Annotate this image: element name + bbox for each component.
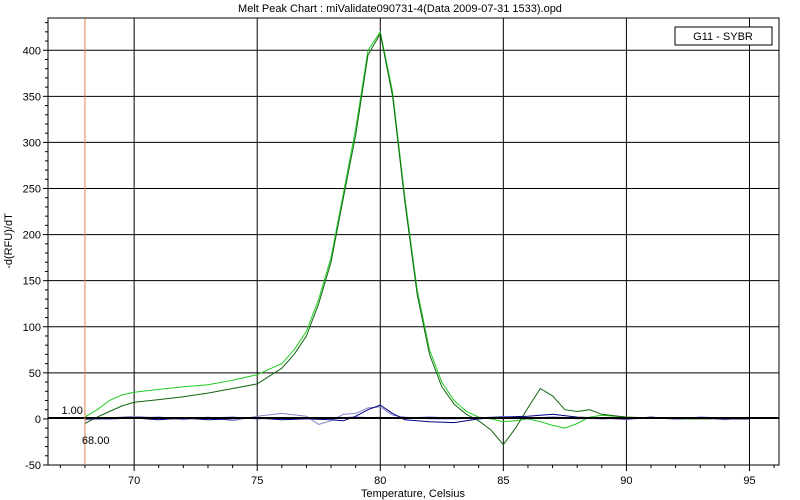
plot-area <box>47 17 780 466</box>
chart-title: Melt Peak Chart : miValidate090731-4(Dat… <box>238 3 562 15</box>
y-tick-label: 350 <box>23 91 41 103</box>
y-tick-label: 100 <box>23 322 41 334</box>
x-tick-label: 70 <box>128 475 140 487</box>
axis-ticks: -50 0 50 100 150 200 250 300 350 400 70 75 80 85 90 95 <box>23 22 775 487</box>
y-tick-label: 150 <box>23 276 41 288</box>
x-tick-label: 80 <box>374 475 386 487</box>
legend-box <box>674 26 773 46</box>
x-tick-label: 90 <box>620 475 632 487</box>
y-tick-label: -50 <box>25 460 41 472</box>
grid-lines <box>48 18 779 466</box>
marker-temperature-label: 68.00 <box>82 435 110 447</box>
y-tick-label: 400 <box>23 45 41 57</box>
x-tick-label: 95 <box>743 475 755 487</box>
y-axis-title: -d(RFU)/dT <box>3 213 15 269</box>
series-line-2 <box>84 32 750 446</box>
x-axis-title: Temperature, Celsius <box>361 488 465 500</box>
legend-label: G11 - SYBR <box>693 31 753 43</box>
x-tick-label: 85 <box>497 475 509 487</box>
y-tick-label: 200 <box>23 230 41 242</box>
y-tick-label: 300 <box>23 137 41 149</box>
threshold-label: 1.00 <box>61 405 82 417</box>
y-tick-label: 50 <box>29 368 41 380</box>
x-tick-label: 75 <box>251 475 263 487</box>
y-tick-label: 0 <box>35 414 41 426</box>
y-tick-label: 250 <box>23 184 41 196</box>
